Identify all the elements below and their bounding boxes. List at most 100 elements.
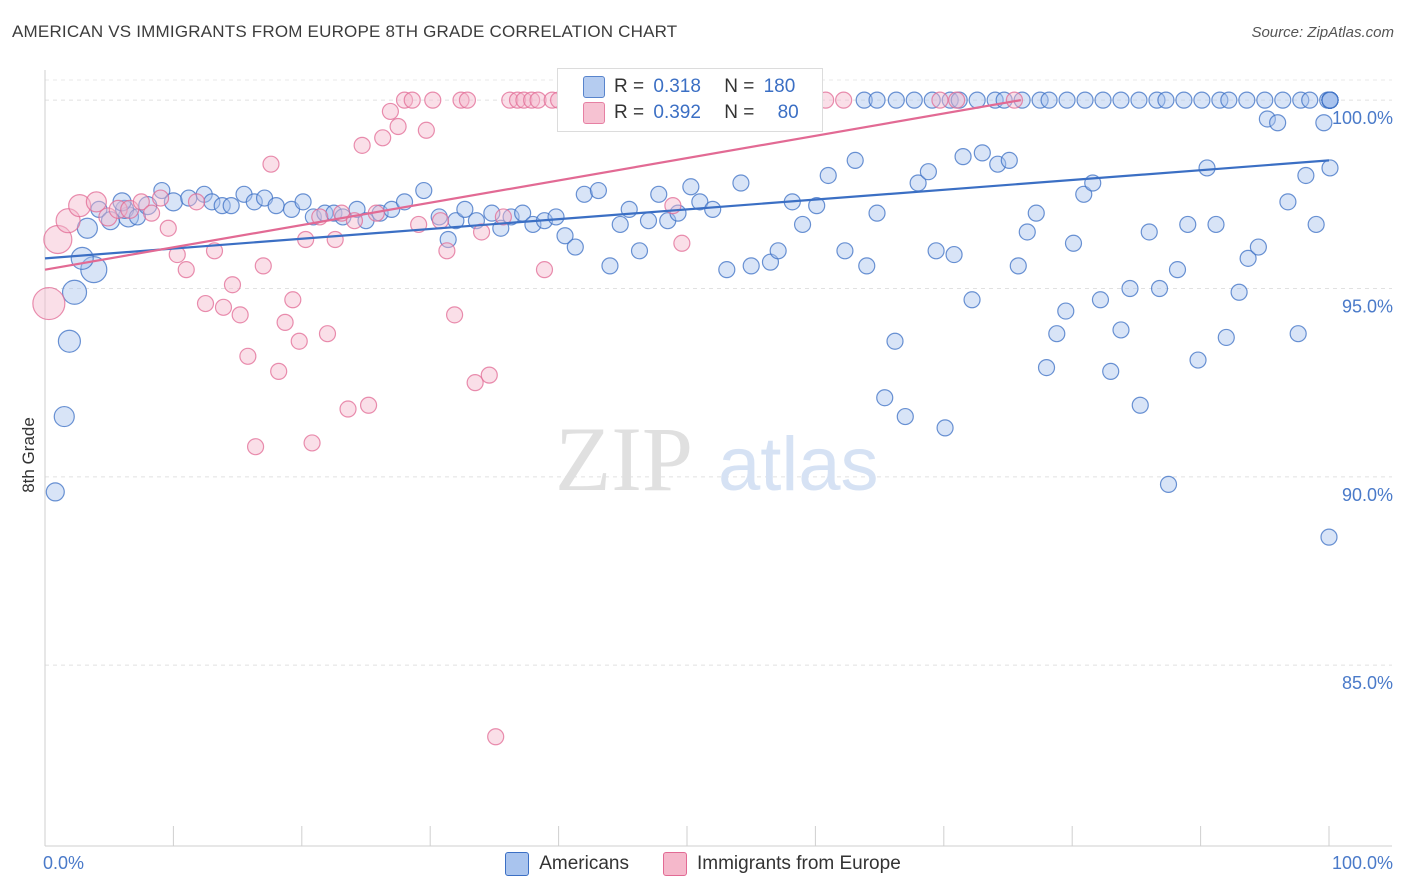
point-immigrants (835, 91, 853, 109)
point-americans (868, 204, 886, 222)
point-immigrants (284, 291, 302, 309)
point-immigrants (318, 325, 337, 343)
stats-r-immigrants: 0.392 (653, 102, 701, 123)
point-americans (868, 91, 886, 109)
point-immigrants (231, 306, 249, 324)
point-americans (456, 200, 474, 218)
point-americans (589, 181, 608, 200)
point-americans (1249, 238, 1267, 256)
point-immigrants (262, 155, 280, 173)
point-immigrants (177, 261, 195, 279)
point-americans (575, 185, 593, 203)
point-americans (973, 144, 991, 162)
point-americans (57, 329, 81, 353)
point-immigrants (196, 294, 215, 313)
point-americans (1307, 215, 1325, 234)
point-americans (1057, 302, 1075, 320)
point-americans (566, 238, 584, 256)
point-americans (1140, 223, 1158, 241)
point-americans (601, 257, 619, 275)
point-americans (1301, 91, 1319, 109)
point-immigrants (85, 191, 107, 213)
legend-item-americans[interactable]: Americans (505, 852, 629, 876)
point-immigrants (254, 257, 272, 275)
point-americans (1238, 91, 1256, 109)
point-immigrants (326, 230, 344, 249)
point-americans (1292, 91, 1310, 109)
point-americans (1320, 528, 1338, 546)
stats-swatch-immigrants (583, 102, 605, 124)
point-americans (1321, 91, 1339, 109)
point-americans (61, 279, 88, 305)
point-americans (70, 246, 94, 270)
point-immigrants (487, 728, 505, 746)
point-americans (1239, 249, 1257, 267)
point-americans (858, 257, 876, 275)
y-tick-label: 90.0% (1342, 485, 1393, 505)
point-americans (630, 242, 649, 260)
point-americans (876, 389, 894, 407)
point-americans (732, 174, 750, 192)
stats-swatch-americans (583, 76, 605, 98)
chart-title: AMERICAN VS IMMIGRANTS FROM EUROPE 8TH G… (12, 22, 678, 41)
watermark-zip: ZIP (555, 408, 693, 510)
point-americans (1121, 279, 1139, 298)
point-immigrants (438, 242, 456, 260)
point-americans (1258, 110, 1276, 128)
stats-n-label: N = (724, 76, 755, 97)
series-immigrants (32, 91, 1024, 746)
point-americans (769, 242, 787, 260)
point-americans (819, 166, 837, 185)
stats-n-americans: 180 (763, 76, 796, 97)
point-americans (1064, 234, 1083, 252)
point-americans (1076, 91, 1094, 109)
point-immigrants (276, 313, 294, 331)
point-americans (836, 242, 854, 260)
point-americans (1048, 325, 1066, 343)
point-americans (945, 245, 963, 264)
point-americans (45, 482, 65, 502)
point-immigrants (159, 219, 177, 237)
point-americans (1189, 351, 1207, 369)
point-americans (611, 215, 629, 234)
point-americans (1168, 261, 1187, 279)
point-americans (547, 208, 565, 226)
stats-r-americans: 0.318 (653, 76, 701, 97)
point-americans (1150, 279, 1169, 298)
point-americans (919, 163, 937, 181)
point-americans (1112, 321, 1130, 339)
point-americans (650, 185, 668, 203)
point-immigrants (508, 91, 527, 109)
legend-swatch-immigrants (662, 852, 687, 876)
point-immigrants (374, 129, 392, 147)
point-americans (1230, 283, 1248, 301)
point-immigrants (452, 91, 470, 109)
point-americans (1037, 358, 1056, 377)
point-immigrants (417, 121, 435, 139)
axes (44, 70, 1392, 847)
point-americans (1094, 91, 1112, 109)
point-immigrants (445, 306, 464, 324)
point-immigrants (68, 194, 92, 218)
point-americans (1193, 91, 1211, 109)
stats-r-label: R = (614, 102, 645, 123)
point-immigrants (353, 136, 371, 154)
point-americans (1256, 91, 1274, 109)
y-axis-label: 8th Grade (19, 417, 38, 493)
point-americans (1075, 185, 1093, 203)
point-americans (1297, 166, 1315, 185)
point-immigrants (98, 207, 118, 227)
point-immigrants (290, 332, 308, 350)
point-americans (1220, 91, 1238, 109)
gridlines (45, 79, 1392, 666)
point-immigrants (494, 208, 512, 226)
point-americans (1058, 91, 1076, 109)
point-americans (1274, 91, 1292, 109)
point-americans (1279, 193, 1297, 211)
point-americans (1211, 91, 1229, 109)
point-americans (1207, 215, 1225, 234)
point-immigrants (389, 117, 407, 136)
point-americans (691, 193, 709, 211)
legend-item-immigrants[interactable]: Immigrants from Europe (662, 852, 901, 876)
trendlines (44, 99, 1330, 271)
